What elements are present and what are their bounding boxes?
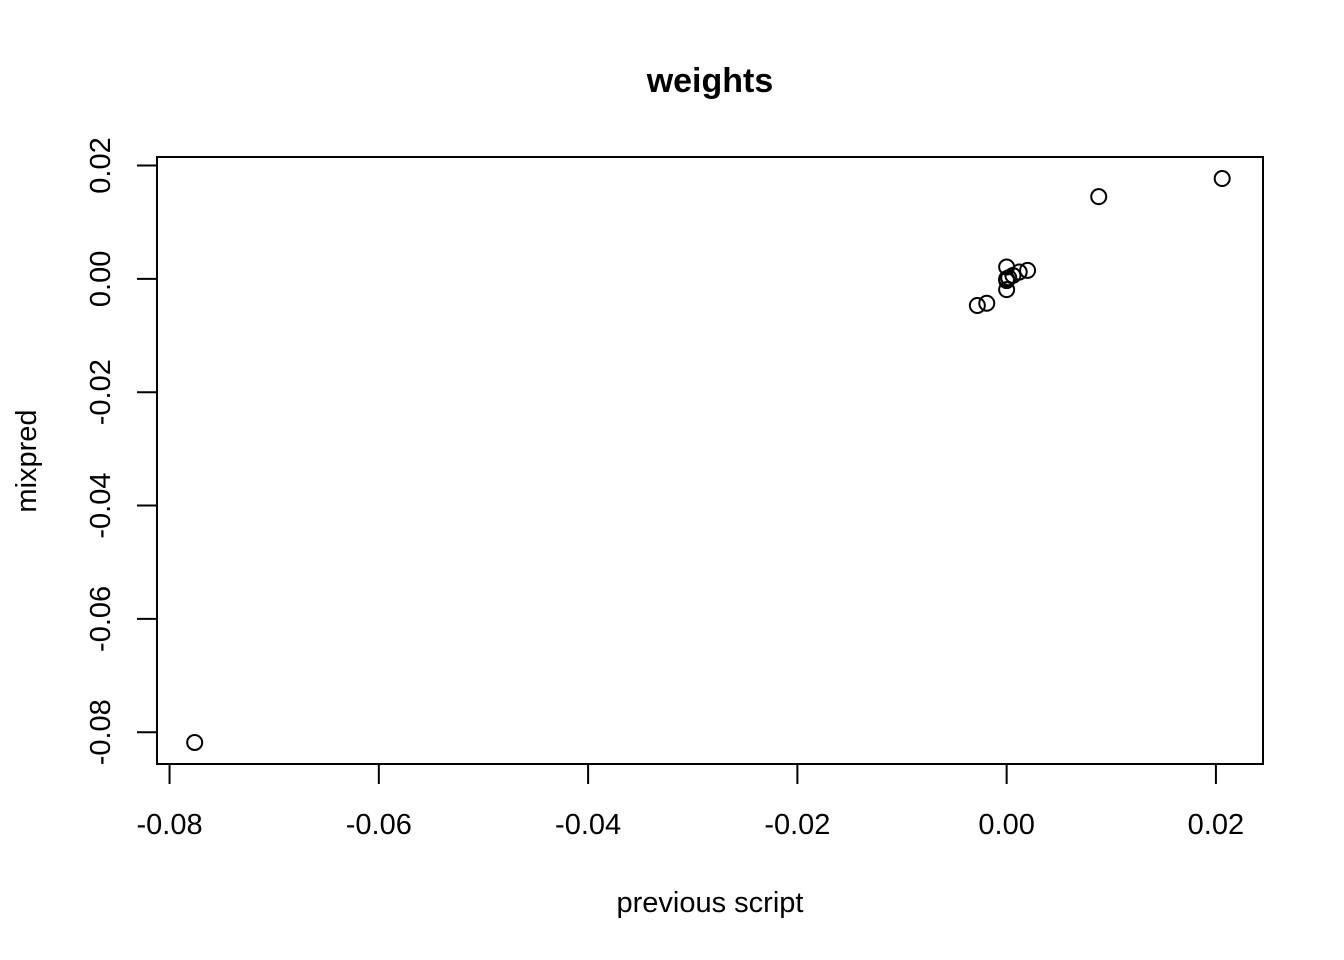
- y-tick-label: -0.02: [85, 359, 117, 425]
- y-tick-label: -0.08: [85, 699, 117, 765]
- y-tick-label: -0.04: [85, 473, 117, 539]
- x-tick-label: -0.06: [346, 809, 412, 841]
- x-tick-label: 0.02: [1188, 809, 1244, 841]
- y-axis: -0.08 -0.06 -0.04 -0.02 0.00 0.02: [85, 137, 158, 765]
- data-point: [1090, 188, 1108, 206]
- data-points: [186, 170, 1231, 751]
- data-point: [1019, 261, 1037, 279]
- data-point: [968, 296, 986, 314]
- x-tick-label: -0.04: [555, 809, 621, 841]
- x-axis: -0.08 -0.06 -0.04 -0.02 0.00 0.02: [137, 763, 1244, 841]
- x-axis-label: previous script: [617, 887, 804, 919]
- data-point: [1213, 170, 1231, 188]
- data-point: [186, 733, 204, 751]
- data-point: [998, 272, 1016, 290]
- x-tick-label: -0.02: [764, 809, 830, 841]
- y-tick-label: 0.02: [85, 137, 117, 193]
- data-point: [998, 281, 1016, 299]
- plot-frame: [156, 156, 1264, 765]
- y-tick-label: 0.00: [85, 251, 117, 307]
- x-tick-label: 0.00: [978, 809, 1034, 841]
- x-tick-label: -0.08: [137, 809, 203, 841]
- data-point: [978, 294, 996, 312]
- chart-title: weights: [646, 62, 774, 100]
- y-axis-label: mixpred: [11, 409, 43, 512]
- y-tick-label: -0.06: [85, 586, 117, 652]
